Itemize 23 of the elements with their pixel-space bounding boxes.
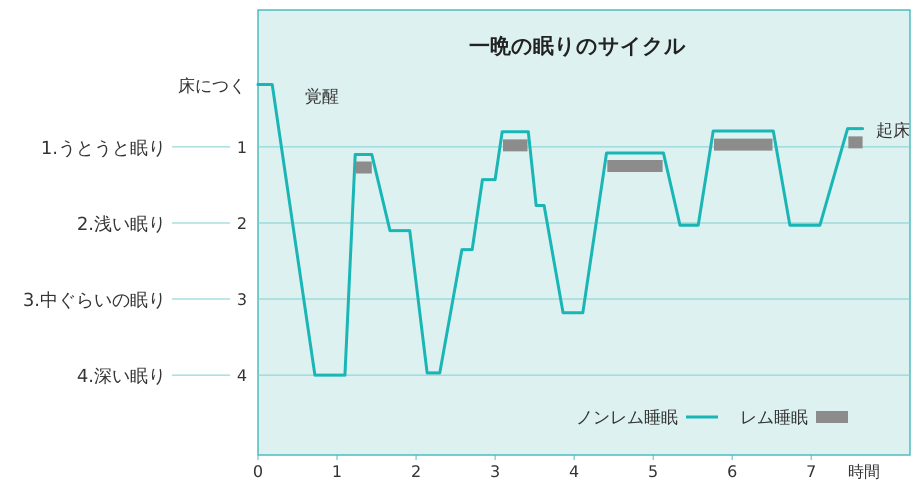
text: 一晩の眠りのサイクル [468, 34, 686, 58]
text: 1.うとうと眠り [40, 138, 166, 159]
y-tick-label: 2 [236, 214, 248, 233]
x-tick-label: 4 [569, 462, 580, 481]
annotation: 床につく [178, 76, 246, 97]
legend-label: レム睡眠 [740, 408, 808, 428]
text: 4.深い眠り [76, 366, 166, 388]
x-tick-label: 0 [252, 462, 264, 481]
x-tick-label: 1 [332, 462, 342, 481]
annotation: 起床 [876, 121, 910, 141]
legend-label: ノンレム睡眠 [576, 408, 678, 428]
x-tick-label: 2 [410, 462, 422, 481]
text: 2.浅い眠り [76, 214, 166, 235]
y-tick-label: 4 [236, 366, 248, 386]
x-tick-label: 3 [490, 462, 500, 481]
x-tick-label: 7 [806, 462, 816, 481]
x-tick-label: 5 [648, 462, 658, 481]
text: 3.中ぐらいの眠り [22, 290, 166, 312]
annotation: 覚醒 [305, 87, 339, 107]
y-tick-label: 3 [236, 290, 248, 310]
x-tick-label: 6 [727, 462, 738, 481]
y-tick-label: 1 [236, 138, 248, 157]
x-axis-title: 時間 [848, 462, 880, 481]
